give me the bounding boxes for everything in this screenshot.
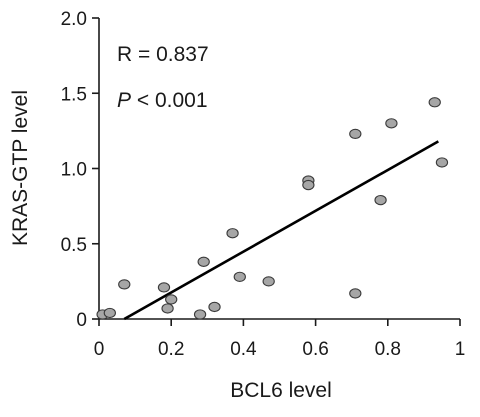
y-tick-label: 1.5 [61,84,87,105]
p-value: < 0.001 [131,89,207,112]
data-point [374,194,387,206]
x-tick-label: 0.6 [302,339,328,360]
data-point [349,128,362,140]
data-point [208,301,221,313]
y-ticks: 0 0.5 1.0 1.5 2.0 [61,9,99,331]
p-annotation: P < 0.001 [117,89,208,112]
x-tick-label: 0.4 [230,339,257,360]
p-symbol: P [117,89,131,112]
x-tick-label: 0.8 [375,339,401,360]
data-points [96,97,449,320]
y-tick-label: 1.0 [61,160,87,181]
data-point [302,179,315,191]
data-point [157,282,171,293]
data-point [349,288,362,299]
r-annotation: R = 0.837 [117,43,209,66]
data-point [193,309,207,320]
data-point [233,271,246,283]
data-point [161,303,174,314]
data-point [165,294,178,305]
x-tick-label: 0.2 [158,339,184,360]
data-point [435,157,449,168]
data-point [226,228,239,239]
y-tick-label: 0 [76,310,87,331]
x-tick-label: 0 [94,339,105,360]
data-point [262,276,275,287]
x-ticks: 0 0.2 0.4 0.6 0.8 1 [94,319,466,360]
data-point [385,118,398,129]
data-point [103,307,116,319]
data-point [197,256,210,267]
x-axis-title: BCL6 level [230,379,332,402]
data-point [428,97,441,108]
x-tick-label: 1 [455,339,466,360]
y-tick-label: 0.5 [61,235,87,256]
trendline [123,140,439,321]
y-axis-title: KRAS-GTP level [9,90,32,246]
y-tick-label: 2.0 [61,9,87,30]
data-point [118,279,131,290]
